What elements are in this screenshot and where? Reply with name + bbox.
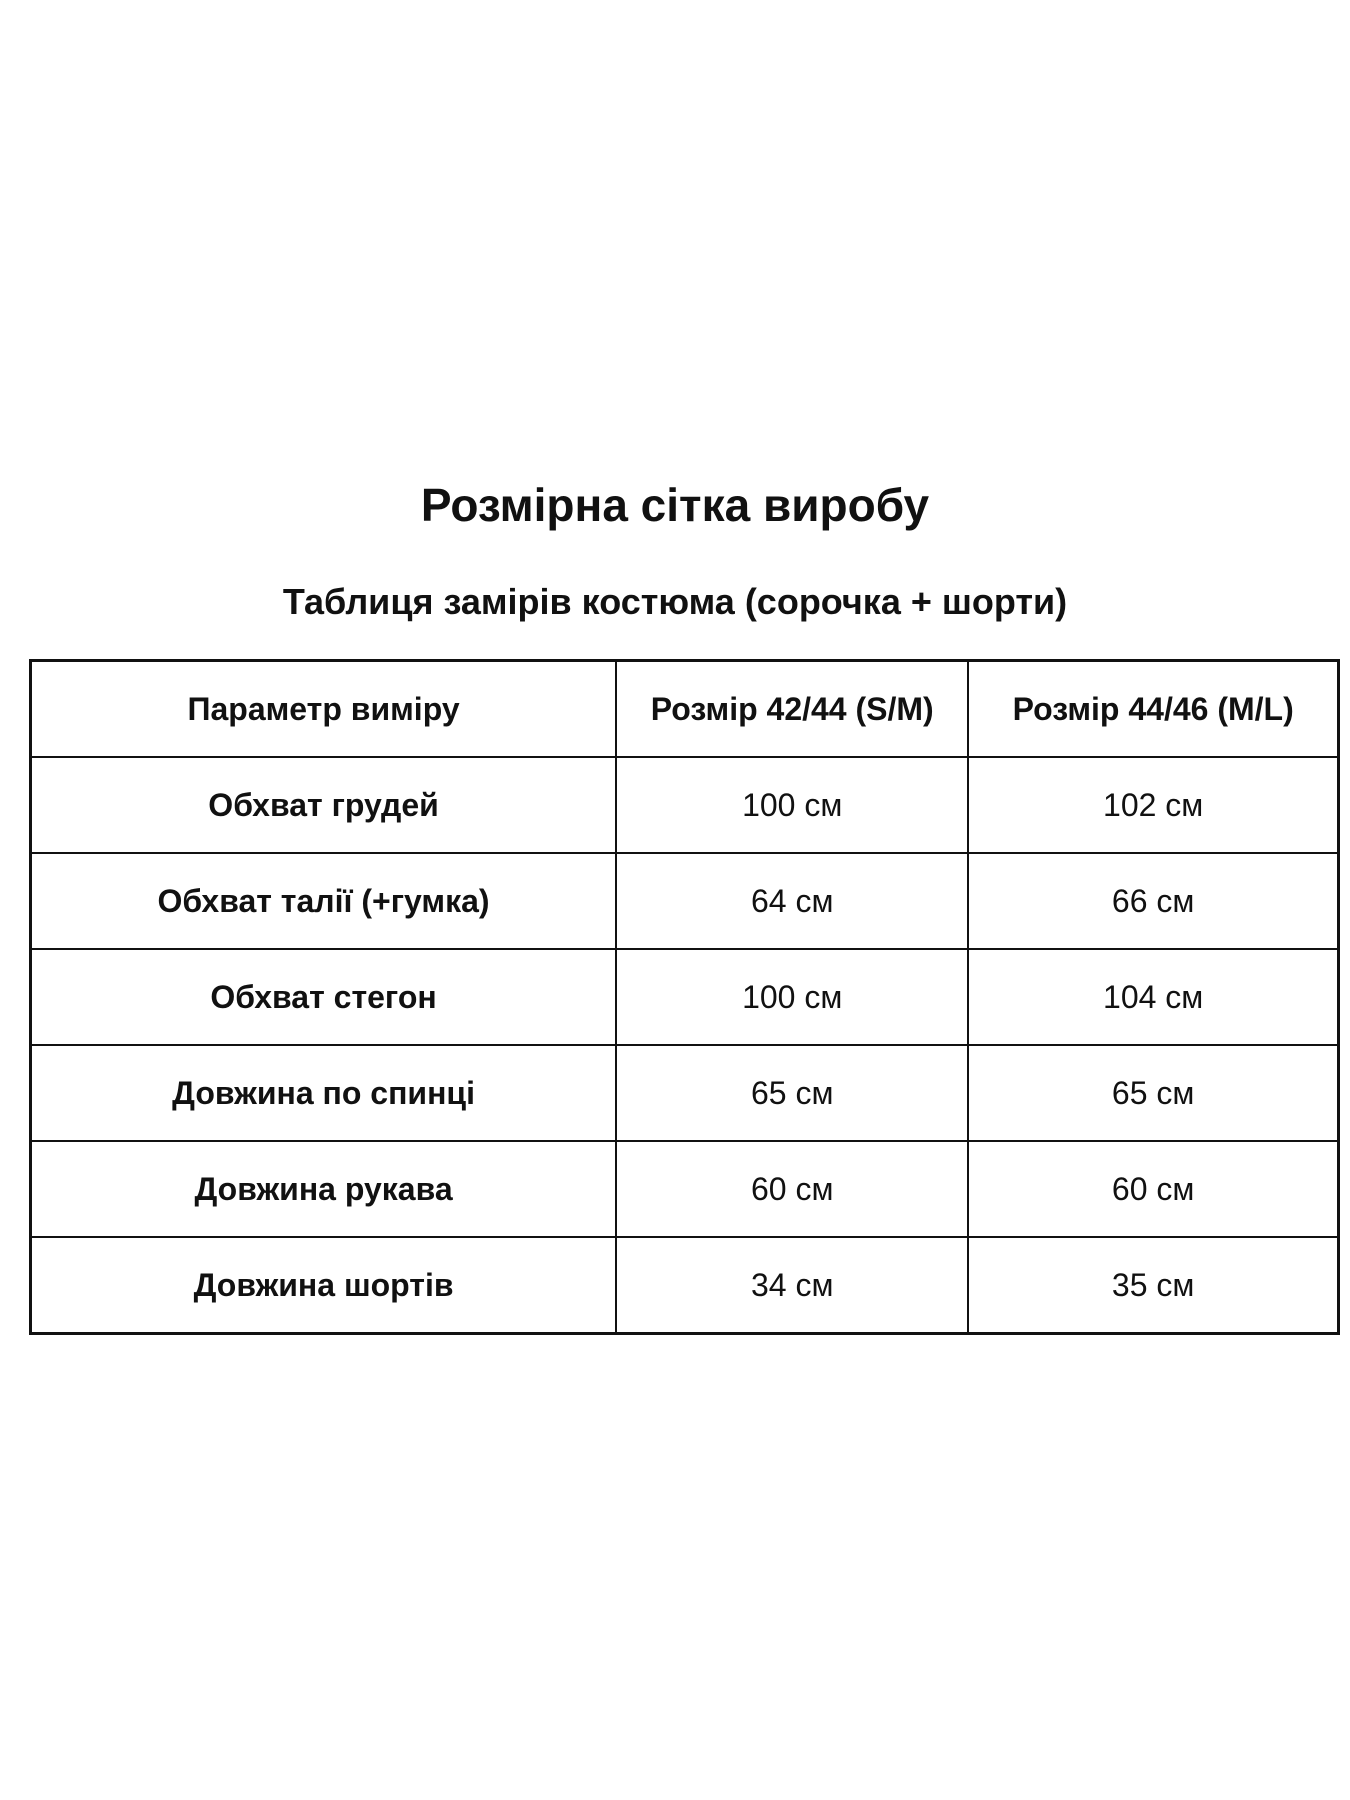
value-cell: 104 см xyxy=(967,948,1340,1046)
value-cell: 102 см xyxy=(967,756,1340,854)
value-cell: 100 см xyxy=(615,756,970,854)
parameter-cell: Обхват стегон xyxy=(29,948,618,1046)
table-row: Обхват талії (+гумка) 64 см 66 см xyxy=(29,852,1340,950)
value-cell: 66 см xyxy=(967,852,1340,950)
value-cell: 65 см xyxy=(615,1044,970,1142)
table-row: Довжина шортів 34 см 35 см xyxy=(29,1236,1340,1335)
parameter-cell: Довжина шортів xyxy=(29,1236,618,1335)
table-row: Довжина по спинці 65 см 65 см xyxy=(29,1044,1340,1142)
value-cell: 60 см xyxy=(615,1140,970,1238)
header-parameter: Параметр виміру xyxy=(29,659,618,758)
size-chart-table: Параметр виміру Розмір 42/44 (S/M) Розмі… xyxy=(29,659,1340,1335)
value-cell: 34 см xyxy=(615,1236,970,1335)
table-row: Обхват грудей 100 см 102 см xyxy=(29,756,1340,854)
parameter-cell: Довжина рукава xyxy=(29,1140,618,1238)
page-title: Розмірна сітка виробу xyxy=(420,479,930,531)
header-size-m-l: Розмір 44/46 (M/L) xyxy=(967,659,1340,758)
header-size-s-m: Розмір 42/44 (S/M) xyxy=(615,659,970,758)
table-row: Обхват стегон 100 см 104 см xyxy=(29,948,1340,1046)
table-row: Довжина рукава 60 см 60 см xyxy=(29,1140,1340,1238)
table-header-row: Параметр виміру Розмір 42/44 (S/M) Розмі… xyxy=(29,659,1340,758)
value-cell: 100 см xyxy=(615,948,970,1046)
value-cell: 60 см xyxy=(967,1140,1340,1238)
parameter-cell: Обхват талії (+гумка) xyxy=(29,852,618,950)
table-subtitle: Таблиця замірів костюма (сорочка + шорти… xyxy=(282,581,1068,622)
parameter-cell: Довжина по спинці xyxy=(29,1044,618,1142)
value-cell: 64 см xyxy=(615,852,970,950)
value-cell: 65 см xyxy=(967,1044,1340,1142)
parameter-cell: Обхват грудей xyxy=(29,756,618,854)
value-cell: 35 см xyxy=(967,1236,1340,1335)
